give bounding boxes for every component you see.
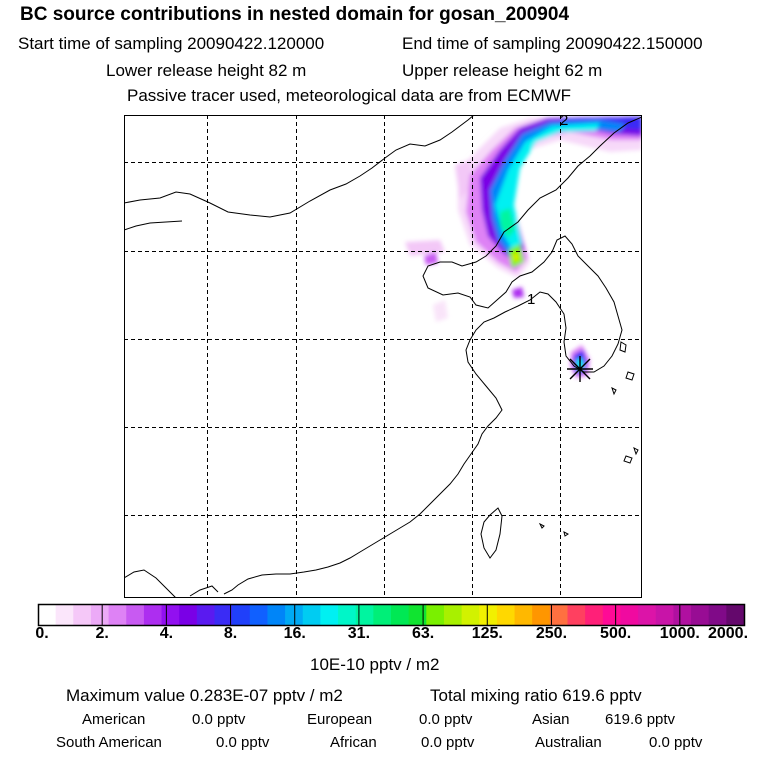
summary-name-american: American bbox=[82, 711, 146, 728]
coastlines bbox=[124, 115, 642, 598]
colorbar-cell bbox=[496, 605, 516, 625]
colorbar-cell bbox=[108, 605, 127, 625]
end-time-label: End time of sampling 20090422.150000 bbox=[402, 34, 703, 53]
colorbar-cell bbox=[355, 605, 374, 625]
colorbar-cell bbox=[126, 605, 145, 625]
colorbar-cell bbox=[585, 605, 604, 625]
colorbar-cell bbox=[673, 605, 692, 625]
max-value-label: Maximum value 0.283E-07 pptv / m2 bbox=[66, 686, 343, 705]
colorbar-cell bbox=[196, 605, 216, 625]
receptor-marker bbox=[567, 356, 593, 382]
summary-name-south-american: South American bbox=[56, 734, 162, 751]
map-frame bbox=[124, 115, 642, 598]
colorbar-cell bbox=[461, 605, 480, 625]
colorbar-cell bbox=[249, 605, 269, 625]
start-time-label: Start time of sampling 20090422.120000 bbox=[18, 34, 325, 53]
colorbar-tick-label: 63. bbox=[411, 625, 435, 642]
colorbar-cell bbox=[143, 605, 163, 625]
summary-value-australian: 0.0 pptv bbox=[649, 734, 703, 751]
colorbar-tick-label: 31. bbox=[347, 625, 371, 642]
summary-name-european: European bbox=[307, 711, 373, 728]
colorbar-cell bbox=[285, 605, 304, 625]
colorbar-tick-label: 500. bbox=[600, 625, 632, 642]
colorbar-cell bbox=[514, 605, 533, 625]
colorbar-cell bbox=[55, 605, 74, 625]
colorbar-cell bbox=[708, 605, 727, 625]
chart-title: BC source contributions in nested domain… bbox=[20, 4, 570, 25]
summary-value-american: 0.0 pptv bbox=[192, 711, 246, 728]
colorbar-cell bbox=[320, 605, 339, 625]
colorbar-tick-label: 4. bbox=[159, 625, 174, 642]
colorbar-cell bbox=[691, 605, 710, 625]
upper-release-label: Upper release height 62 m bbox=[402, 61, 603, 80]
colorbar-cell bbox=[638, 605, 657, 625]
colorbar-cell bbox=[391, 605, 410, 625]
colorbar-cell bbox=[73, 605, 92, 625]
colorbar-tick-label: 0. bbox=[35, 625, 49, 642]
colorbar-cell bbox=[179, 605, 198, 625]
colorbar-cell bbox=[726, 605, 745, 625]
colorbar-cell bbox=[214, 605, 233, 625]
colorbar-tick-label: 250. bbox=[535, 625, 568, 642]
colorbar-cell bbox=[267, 605, 286, 625]
colorbar-cell bbox=[38, 605, 57, 625]
colorbar-tick-label: 1000. bbox=[659, 625, 700, 642]
colorbar-cell bbox=[408, 605, 427, 625]
colorbar-cell bbox=[338, 605, 357, 625]
colorbar-cell bbox=[161, 605, 180, 625]
colorbar-tick-label: 2. bbox=[95, 625, 109, 642]
summary-value-european: 0.0 pptv bbox=[419, 711, 473, 728]
colorbar-cell bbox=[549, 605, 569, 625]
colorbar-tick-label: 8. bbox=[223, 625, 238, 642]
summary-value-asian: 619.6 pptv bbox=[605, 711, 676, 728]
colorbar-tick-label: 16. bbox=[283, 625, 306, 642]
colorbar-tick-label: 2000. bbox=[707, 625, 749, 642]
colorbar-cell bbox=[567, 605, 586, 625]
colorbar-cell bbox=[426, 605, 445, 625]
colorbar-cell bbox=[655, 605, 674, 625]
colorbar-cell bbox=[620, 605, 639, 625]
colorbar-cell bbox=[90, 605, 110, 625]
colorbar-tick-label: 125. bbox=[471, 625, 503, 642]
marker-label-1: 1 bbox=[527, 291, 535, 308]
colorbar-cell bbox=[232, 605, 251, 625]
colorbar-cell bbox=[532, 605, 551, 625]
colorbar-cell bbox=[479, 605, 498, 625]
colorbar-cell bbox=[443, 605, 463, 625]
colorbar-units: 10E-10 pptv / m2 bbox=[310, 655, 440, 674]
summary-name-african: African bbox=[330, 734, 377, 751]
lower-release-label: Lower release height 82 m bbox=[106, 61, 307, 80]
marker-label-2: 2 bbox=[560, 112, 568, 129]
colorbar-cell bbox=[373, 605, 392, 625]
summary-value-south-american: 0.0 pptv bbox=[216, 734, 270, 751]
summary-value-african: 0.0 pptv bbox=[421, 734, 475, 751]
summary-name-australian: Australian bbox=[535, 734, 602, 751]
colorbar-cell bbox=[302, 605, 321, 625]
total-mixing-label: Total mixing ratio 619.6 pptv bbox=[430, 686, 642, 705]
grid-lines bbox=[124, 115, 642, 598]
summary-name-asian: Asian bbox=[532, 711, 570, 728]
colorbar-cell bbox=[602, 605, 622, 625]
tracer-note: Passive tracer used, meteorological data… bbox=[127, 86, 572, 105]
